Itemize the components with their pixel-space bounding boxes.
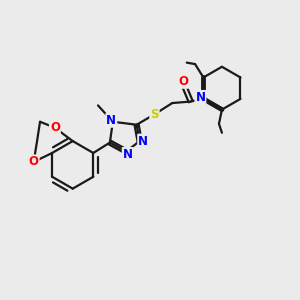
Text: O: O <box>178 75 188 88</box>
Text: O: O <box>29 155 39 168</box>
Text: S: S <box>150 108 159 121</box>
Text: N: N <box>195 91 206 104</box>
Text: O: O <box>50 121 60 134</box>
Text: N: N <box>138 135 148 148</box>
Text: N: N <box>123 148 133 161</box>
Text: N: N <box>106 114 116 127</box>
